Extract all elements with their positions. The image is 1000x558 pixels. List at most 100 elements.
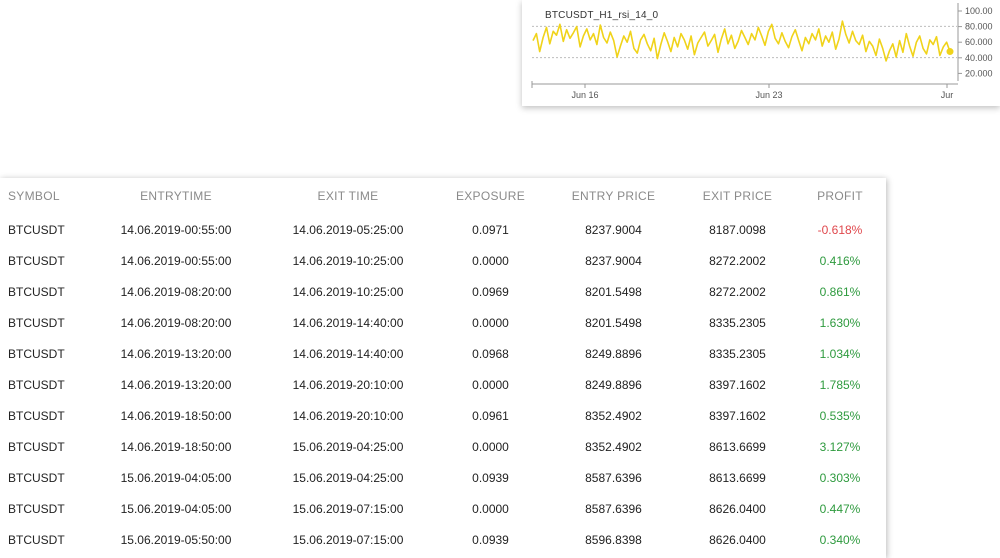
header-profit[interactable]: PROFIT: [817, 189, 863, 203]
table-row[interactable]: BTCUSDT 14.06.2019-18:50:00 15.06.2019-04:…: [0, 431, 880, 462]
table-row[interactable]: BTCUSDT 14.06.2019-13:20:00 14.06.2019-20:…: [0, 369, 880, 400]
profit-cell: -0.618%: [817, 222, 863, 237]
symbol-cell: BTCUSDT: [8, 501, 65, 516]
exit-time-cell: 15.06.2019-04:25:00: [292, 470, 404, 485]
entry-price-cell: 8587.6396: [585, 470, 642, 485]
exit-price-cell: 8272.2002: [709, 284, 766, 299]
entry-time-cell: 14.06.2019-13:20:00: [120, 377, 232, 392]
x-tick-label: Jun 23: [755, 90, 782, 100]
rsi-chart[interactable]: 100.00 80.000 60.000 40.000 20.000 Jun 16 Jun …: [522, 0, 1000, 106]
rsi-chart-panel[interactable]: 100.00 80.000 60.000 40.000 20.000 Jun 16 Jun …: [522, 0, 1000, 106]
rsi-series-line: [532, 20, 951, 62]
entry-time-cell: 14.06.2019-00:55:00: [120, 253, 232, 268]
entry-time-cell: 14.06.2019-00:55:00: [120, 222, 232, 237]
table-row[interactable]: BTCUSDT 14.06.2019-00:55:00 14.06.2019-10:…: [0, 245, 880, 276]
exit-price-cell: 8397.1602: [709, 377, 766, 392]
symbol-cell: BTCUSDT: [8, 377, 65, 392]
chart-title: BTCUSDT_H1_rsi_14_0: [545, 10, 659, 21]
entry-price-cell: 8249.8896: [585, 377, 642, 392]
entry-time-cell: 14.06.2019-18:50:00: [120, 408, 232, 423]
last-value-marker: [946, 48, 954, 56]
entry-time-cell: 15.06.2019-04:05:00: [120, 501, 232, 516]
profit-cell: 3.127%: [819, 439, 861, 454]
x-tick-label: Jun 16: [571, 90, 598, 100]
profit-cell: 0.340%: [819, 532, 861, 547]
exposure-cell: 0.0000: [472, 439, 509, 454]
exposure-cell: 0.0000: [472, 377, 509, 392]
exposure-cell: 0.0939: [472, 470, 509, 485]
symbol-cell: BTCUSDT: [8, 315, 65, 330]
exit-price-cell: 8272.2002: [709, 253, 766, 268]
header-entry-price[interactable]: ENTRY PRICE: [571, 189, 656, 203]
profit-cell: 1.630%: [819, 315, 861, 330]
symbol-cell: BTCUSDT: [8, 222, 65, 237]
y-tick-label: 60.000: [965, 37, 993, 47]
table-row[interactable]: BTCUSDT 14.06.2019-13:20:00 14.06.2019-14:…: [0, 338, 880, 369]
table-row[interactable]: BTCUSDT 14.06.2019-18:50:00 14.06.2019-20:…: [0, 400, 880, 431]
symbol-cell: BTCUSDT: [8, 253, 65, 268]
symbol-cell: BTCUSDT: [8, 346, 65, 361]
entry-time-cell: 14.06.2019-18:50:00: [120, 439, 232, 454]
entry-time-cell: 15.06.2019-04:05:00: [120, 470, 232, 485]
exit-time-cell: 14.06.2019-20:10:00: [292, 377, 404, 392]
exposure-cell: 0.0000: [472, 253, 509, 268]
entry-time-cell: 15.06.2019-05:50:00: [120, 532, 232, 547]
exit-time-cell: 15.06.2019-07:15:00: [292, 532, 404, 547]
symbol-cell: BTCUSDT: [8, 532, 65, 547]
profit-cell: 0.535%: [819, 408, 861, 423]
entry-price-cell: 8352.4902: [585, 408, 642, 423]
exit-price-cell: 8397.1602: [709, 408, 766, 423]
x-tick-label: Jur: [941, 90, 954, 100]
exit-time-cell: 14.06.2019-10:25:00: [292, 284, 404, 299]
header-exit-time[interactable]: EXIT TIME: [317, 189, 379, 203]
header-symbol[interactable]: SYMBOL: [8, 189, 60, 203]
entry-price-cell: 8201.5498: [585, 315, 642, 330]
exit-time-cell: 14.06.2019-10:25:00: [292, 253, 404, 268]
table-header-row: SYMBOL ENTRYTIME EXIT TIME EXPOSURE ENTR…: [0, 178, 880, 214]
header-exit-price[interactable]: EXIT PRICE: [702, 189, 773, 203]
exposure-cell: 0.0969: [472, 284, 509, 299]
exposure-cell: 0.0000: [472, 501, 509, 516]
entry-price-cell: 8596.8398: [585, 532, 642, 547]
profit-cell: 0.861%: [819, 284, 861, 299]
table-row[interactable]: BTCUSDT 14.06.2019-08:20:00 14.06.2019-14:…: [0, 307, 880, 338]
exit-time-cell: 15.06.2019-04:25:00: [292, 439, 404, 454]
table-row[interactable]: BTCUSDT 14.06.2019-08:20:00 14.06.2019-10:…: [0, 276, 880, 307]
y-tick-label: 80.000: [965, 22, 993, 32]
exit-price-cell: 8626.0400: [709, 501, 766, 516]
exit-time-cell: 15.06.2019-07:15:00: [292, 501, 404, 516]
symbol-cell: BTCUSDT: [8, 284, 65, 299]
exit-price-cell: 8613.6699: [709, 439, 766, 454]
table-row[interactable]: BTCUSDT 15.06.2019-05:50:00 15.06.2019-07:…: [0, 524, 880, 555]
trades-table-card: SYMBOL ENTRYTIME EXIT TIME EXPOSURE ENTR…: [0, 178, 886, 558]
exit-price-cell: 8626.0400: [709, 532, 766, 547]
table-row[interactable]: BTCUSDT 14.06.2019-00:55:00 14.06.2019-05:…: [0, 214, 880, 245]
profit-cell: 1.785%: [819, 377, 861, 392]
exposure-cell: 0.0000: [472, 315, 509, 330]
exposure-cell: 0.0971: [472, 222, 509, 237]
profit-cell: 0.303%: [819, 470, 861, 485]
entry-time-cell: 14.06.2019-13:20:00: [120, 346, 232, 361]
entry-price-cell: 8201.5498: [585, 284, 642, 299]
exposure-cell: 0.0968: [472, 346, 509, 361]
exit-price-cell: 8335.2305: [709, 315, 766, 330]
table-row[interactable]: BTCUSDT 15.06.2019-04:05:00 15.06.2019-04:…: [0, 462, 880, 493]
header-entrytime[interactable]: ENTRYTIME: [140, 189, 212, 203]
exit-price-cell: 8335.2305: [709, 346, 766, 361]
entry-time-cell: 14.06.2019-08:20:00: [120, 284, 232, 299]
y-tick-label: 100.00: [965, 6, 993, 16]
symbol-cell: BTCUSDT: [8, 408, 65, 423]
profit-cell: 0.416%: [819, 253, 861, 268]
profit-cell: 0.447%: [819, 501, 861, 516]
entry-price-cell: 8352.4902: [585, 439, 642, 454]
table-row[interactable]: BTCUSDT 15.06.2019-04:05:00 15.06.2019-07:…: [0, 493, 880, 524]
entry-price-cell: 8249.8896: [585, 346, 642, 361]
symbol-cell: BTCUSDT: [8, 439, 65, 454]
entry-price-cell: 8237.9004: [585, 222, 642, 237]
symbol-cell: BTCUSDT: [8, 470, 65, 485]
profit-cell: 1.034%: [819, 346, 861, 361]
exit-price-cell: 8613.6699: [709, 470, 766, 485]
exit-time-cell: 14.06.2019-14:40:00: [292, 315, 404, 330]
exit-time-cell: 14.06.2019-20:10:00: [292, 408, 404, 423]
header-exposure[interactable]: EXPOSURE: [455, 189, 526, 203]
